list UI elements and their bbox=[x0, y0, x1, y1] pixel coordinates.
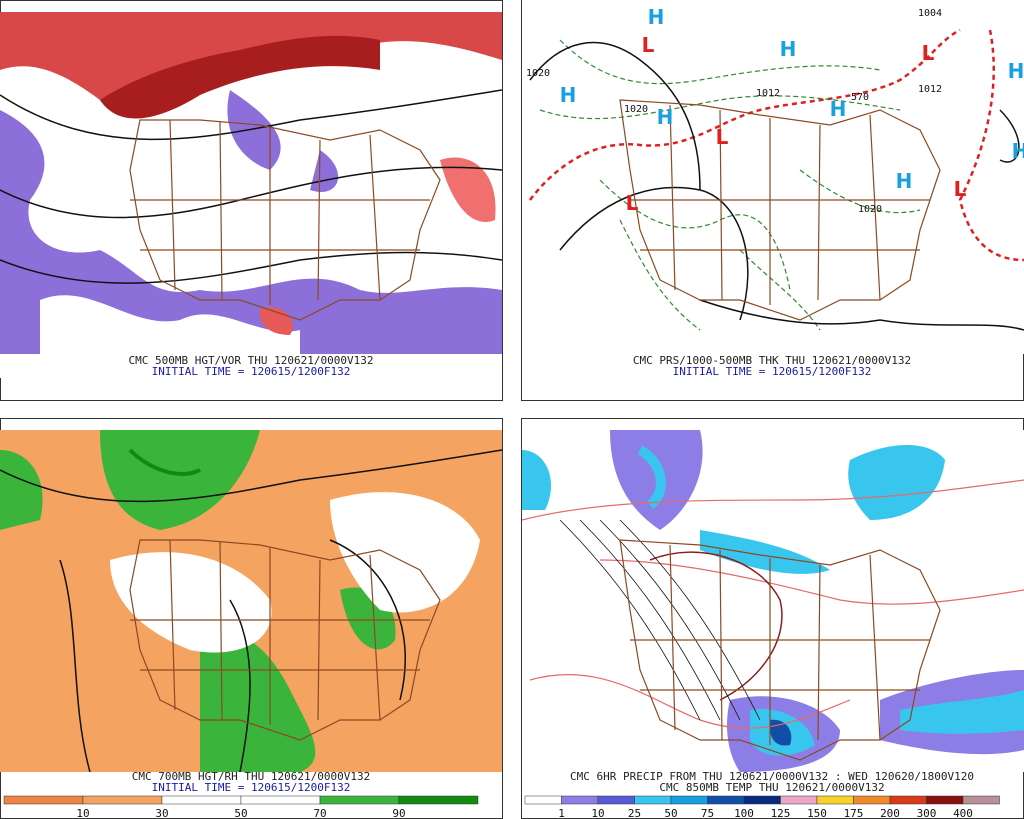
pressure-center: H bbox=[830, 97, 847, 121]
map-850mb bbox=[522, 430, 1024, 772]
colorbar-swatch bbox=[161, 795, 242, 805]
panel-caption: CMC PRS/1000-500MB THK THU 120621/0000V1… bbox=[633, 354, 911, 367]
pressure-center: H bbox=[1012, 139, 1024, 163]
isobar-label: 1020 bbox=[526, 68, 550, 79]
pressure-center: H bbox=[780, 37, 797, 61]
colorbar-swatch bbox=[707, 795, 745, 805]
colorbar-label: 90 bbox=[392, 807, 405, 819]
colorbar-label: 200 bbox=[880, 807, 900, 819]
colorbar-label: 50 bbox=[234, 807, 247, 819]
colorbar-label: 70 bbox=[313, 807, 326, 819]
colorbar-label: 30 bbox=[155, 807, 168, 819]
isobar-label: 1020 bbox=[624, 104, 648, 115]
colorbar-swatch bbox=[82, 795, 163, 805]
initial-time: INITIAL TIME = 120615/1200F132 bbox=[673, 365, 872, 378]
panel-caption: CMC 700MB HGT/RH THU 120621/0000V132 bbox=[132, 770, 370, 783]
colorbar-swatch bbox=[561, 795, 599, 805]
colorbar-swatch bbox=[3, 795, 84, 805]
colorbar-label: 300 bbox=[917, 807, 937, 819]
colorbar-label: 175 bbox=[844, 807, 864, 819]
colorbar-swatch bbox=[926, 795, 964, 805]
isobar-label: 1012 bbox=[756, 88, 780, 99]
colorbar-swatch bbox=[889, 795, 927, 805]
pressure-center: H bbox=[560, 83, 577, 107]
colorbar-swatch bbox=[743, 795, 781, 805]
map-700mb bbox=[0, 430, 502, 772]
pressure-center: H bbox=[1008, 59, 1024, 83]
panel-caption: CMC 500MB HGT/VOR THU 120621/0000V132 bbox=[128, 354, 373, 367]
colorbar-label: 10 bbox=[591, 807, 604, 819]
isobar-label: 1020 bbox=[858, 204, 882, 215]
colorbar-swatch bbox=[962, 795, 1000, 805]
panel-subcaption: CMC 850MB TEMP THU 120621/0000V132 bbox=[659, 781, 884, 794]
isobar-label: 1012 bbox=[918, 84, 942, 95]
colorbar-swatch bbox=[634, 795, 672, 805]
isobar-label: 1004 bbox=[918, 8, 942, 19]
colorbar-swatch bbox=[597, 795, 635, 805]
colorbar-swatch bbox=[398, 795, 479, 805]
initial-time: INITIAL TIME = 120615/1200F132 bbox=[152, 781, 351, 794]
colorbar-label: 75 bbox=[701, 807, 714, 819]
colorbar-label: 1 bbox=[558, 807, 565, 819]
pressure-center: L bbox=[716, 125, 729, 149]
colorbar-label: 150 bbox=[807, 807, 827, 819]
colorbar-swatch bbox=[853, 795, 891, 805]
pressure-center: L bbox=[954, 177, 967, 201]
colorbar-label: 10 bbox=[76, 807, 89, 819]
pressure-center: H bbox=[657, 105, 674, 129]
colorbar-label: 25 bbox=[628, 807, 641, 819]
colorbar-swatch bbox=[816, 795, 854, 805]
colorbar-swatch bbox=[780, 795, 818, 805]
map-500mb bbox=[0, 12, 502, 354]
map-mslp bbox=[522, 0, 1024, 354]
colorbar-swatch bbox=[524, 795, 562, 805]
colorbar-swatch bbox=[319, 795, 400, 805]
pressure-center: L bbox=[626, 191, 639, 215]
colorbar-swatch bbox=[240, 795, 321, 805]
colorbar-label: 400 bbox=[953, 807, 973, 819]
colorbar-label: 125 bbox=[771, 807, 791, 819]
initial-time: INITIAL TIME = 120615/1200F132 bbox=[152, 365, 351, 378]
panel-caption: CMC 6HR PRECIP FROM THU 120621/0000V132 … bbox=[570, 770, 974, 783]
pressure-center: H bbox=[648, 5, 665, 29]
isobar-label: 570 bbox=[851, 92, 869, 103]
colorbar-label: 100 bbox=[734, 807, 754, 819]
colorbar-swatch bbox=[670, 795, 708, 805]
colorbar-label: 50 bbox=[664, 807, 677, 819]
colorbars: 10 30 50 70 90 1 10 25 50 75 100 125 150 175 200 300 400 bbox=[3, 795, 1000, 819]
pressure-center: L bbox=[642, 33, 655, 57]
pressure-center: L bbox=[922, 41, 935, 65]
pressure-center: H bbox=[896, 169, 913, 193]
